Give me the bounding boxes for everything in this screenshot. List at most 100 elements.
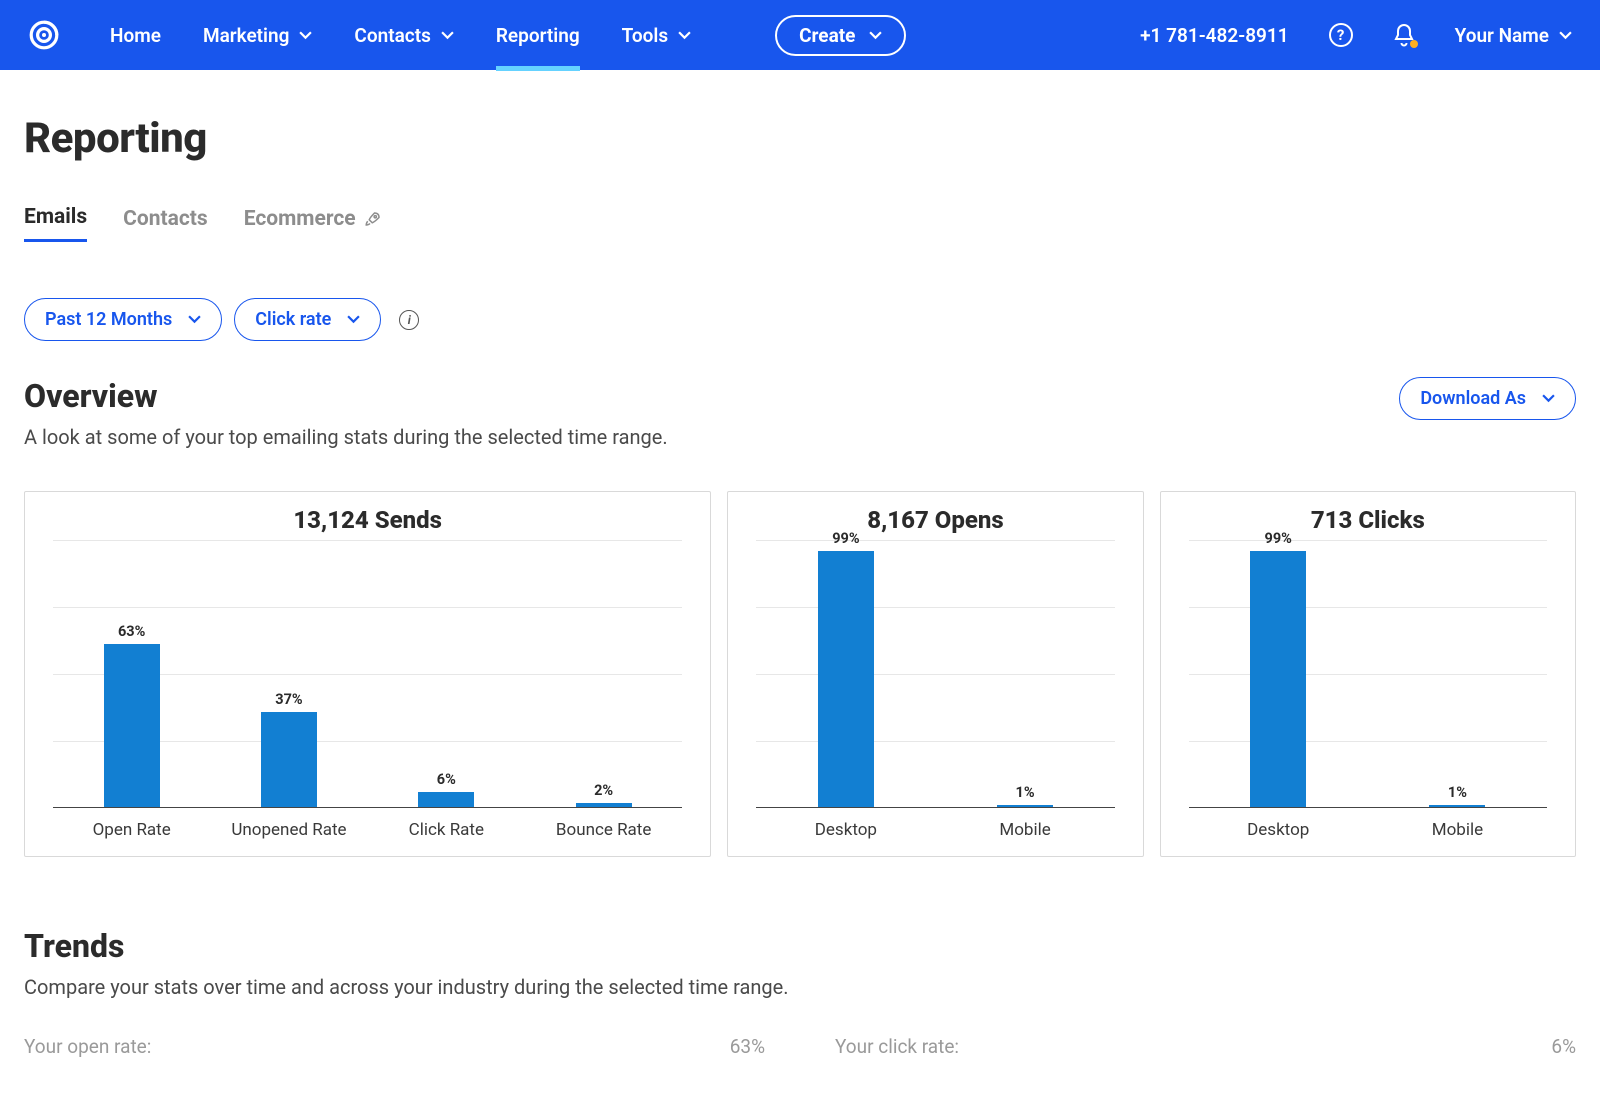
chevron-down-icon bbox=[299, 29, 312, 42]
nav-right: +1 781-482-8911 ? Your Name bbox=[1140, 23, 1572, 47]
overview-header: Overview A look at some of your top emai… bbox=[24, 377, 1576, 449]
overview-card: 13,124 Sends 63% 37% 6% 2% Open RateUnopened … bbox=[24, 491, 711, 857]
chevron-down-icon bbox=[188, 313, 201, 326]
trend-click-rate: Your click rate: 6% bbox=[835, 1035, 1576, 1058]
x-label: Desktop bbox=[1189, 820, 1368, 840]
bar bbox=[104, 644, 160, 808]
bar-value-label: 99% bbox=[1265, 530, 1292, 547]
filter-metric[interactable]: Click rate bbox=[234, 298, 381, 341]
nav-marketing[interactable]: Marketing bbox=[203, 24, 312, 47]
bar-column: 99% bbox=[756, 540, 935, 808]
report-tabs: Emails Contacts Ecommerce bbox=[24, 205, 1576, 242]
bar-chart: 99% 1% bbox=[1189, 540, 1547, 808]
bar-chart: 99% 1% bbox=[756, 540, 1114, 808]
nav-label: Tools bbox=[622, 24, 668, 47]
chevron-down-icon bbox=[678, 29, 691, 42]
bar-value-label: 63% bbox=[118, 623, 145, 640]
filter-label: Click rate bbox=[255, 309, 331, 330]
trends-metrics: Your open rate: 63% Your click rate: 6% bbox=[24, 1035, 1576, 1058]
bar-chart: 63% 37% 6% 2% bbox=[53, 540, 682, 808]
nav-home[interactable]: Home bbox=[110, 24, 161, 47]
trend-value: 63% bbox=[730, 1035, 765, 1058]
filter-row: Past 12 Months Click rate i bbox=[24, 298, 1576, 341]
bar-value-label: 2% bbox=[594, 782, 613, 799]
download-label: Download As bbox=[1420, 388, 1526, 409]
x-label: Desktop bbox=[756, 820, 935, 840]
notification-dot bbox=[1410, 40, 1418, 48]
trends-section: Trends Compare your stats over time and … bbox=[24, 927, 1576, 1058]
x-label: Unopened Rate bbox=[210, 820, 367, 840]
nav-label: Contacts bbox=[354, 24, 430, 47]
nav-label: Marketing bbox=[203, 24, 289, 47]
card-title: 8,167 Opens bbox=[728, 506, 1142, 534]
baseline bbox=[53, 807, 682, 808]
nav-label: Reporting bbox=[496, 24, 580, 47]
user-menu[interactable]: Your Name bbox=[1455, 24, 1572, 47]
bar-value-label: 6% bbox=[437, 771, 456, 788]
bar-value-label: 99% bbox=[832, 530, 859, 547]
bars: 99% 1% bbox=[1189, 540, 1547, 808]
bar-column: 1% bbox=[1368, 540, 1547, 808]
nav-tools[interactable]: Tools bbox=[622, 24, 691, 47]
trends-sub: Compare your stats over time and across … bbox=[24, 975, 1576, 999]
bar bbox=[818, 551, 874, 808]
page-title: Reporting bbox=[24, 114, 1576, 163]
chevron-down-icon bbox=[441, 29, 454, 42]
chevron-down-icon bbox=[869, 29, 882, 42]
card-title: 713 Clicks bbox=[1161, 506, 1575, 534]
filter-time-range[interactable]: Past 12 Months bbox=[24, 298, 222, 341]
x-label: Mobile bbox=[1368, 820, 1547, 840]
card-title: 13,124 Sends bbox=[25, 506, 710, 534]
trend-open-rate: Your open rate: 63% bbox=[24, 1035, 765, 1058]
bar-column: 37% bbox=[210, 540, 367, 808]
x-axis-labels: Open RateUnopened RateClick RateBounce R… bbox=[53, 820, 682, 840]
overview-card: 713 Clicks99%1%DesktopMobile bbox=[1160, 491, 1576, 857]
chevron-down-icon bbox=[1559, 29, 1572, 42]
x-axis-labels: DesktopMobile bbox=[756, 820, 1114, 840]
help-icon[interactable]: ? bbox=[1329, 23, 1353, 47]
bar-column: 6% bbox=[368, 540, 525, 808]
rocket-icon bbox=[364, 210, 382, 228]
trend-label: Your open rate: bbox=[24, 1035, 151, 1058]
phone-number[interactable]: +1 781-482-8911 bbox=[1140, 24, 1289, 47]
bar-value-label: 37% bbox=[275, 691, 302, 708]
x-label: Click Rate bbox=[368, 820, 525, 840]
bar-column: 63% bbox=[53, 540, 210, 808]
bar-column: 99% bbox=[1189, 540, 1368, 808]
x-label: Mobile bbox=[935, 820, 1114, 840]
trend-value: 6% bbox=[1551, 1035, 1576, 1058]
chevron-down-icon bbox=[347, 313, 360, 326]
trend-label: Your click rate: bbox=[835, 1035, 959, 1058]
tab-contacts[interactable]: Contacts bbox=[123, 205, 208, 242]
bar-column: 2% bbox=[525, 540, 682, 808]
info-icon[interactable]: i bbox=[399, 310, 419, 330]
create-button[interactable]: Create bbox=[775, 15, 906, 56]
top-nav: Home Marketing Contacts Reporting Tools … bbox=[0, 0, 1600, 70]
bar-value-label: 1% bbox=[1016, 784, 1035, 801]
download-as-button[interactable]: Download As bbox=[1399, 377, 1576, 420]
bars: 99% 1% bbox=[756, 540, 1114, 808]
nav-reporting[interactable]: Reporting bbox=[496, 24, 580, 47]
create-label: Create bbox=[799, 24, 855, 47]
page-body: Reporting Emails Contacts Ecommerce Past… bbox=[0, 70, 1600, 1058]
baseline bbox=[756, 807, 1114, 808]
brand-logo[interactable] bbox=[28, 19, 60, 51]
bars: 63% 37% 6% 2% bbox=[53, 540, 682, 808]
tab-ecommerce[interactable]: Ecommerce bbox=[244, 205, 382, 242]
nav-contacts[interactable]: Contacts bbox=[354, 24, 453, 47]
bar bbox=[261, 712, 317, 808]
x-label: Open Rate bbox=[53, 820, 210, 840]
nav-label: Home bbox=[110, 24, 161, 47]
bar bbox=[1250, 551, 1306, 808]
filter-label: Past 12 Months bbox=[45, 309, 172, 330]
tab-emails[interactable]: Emails bbox=[24, 205, 87, 242]
baseline bbox=[1189, 807, 1547, 808]
bar-value-label: 1% bbox=[1448, 784, 1467, 801]
bar bbox=[418, 792, 474, 808]
tab-label: Ecommerce bbox=[244, 207, 356, 231]
overview-card: 8,167 Opens99%1%DesktopMobile bbox=[727, 491, 1143, 857]
username: Your Name bbox=[1455, 24, 1549, 47]
overview-cards: 13,124 Sends 63% 37% 6% 2% Open RateUnopened … bbox=[24, 491, 1576, 857]
chevron-down-icon bbox=[1542, 392, 1555, 405]
notifications-icon[interactable] bbox=[1393, 23, 1415, 47]
